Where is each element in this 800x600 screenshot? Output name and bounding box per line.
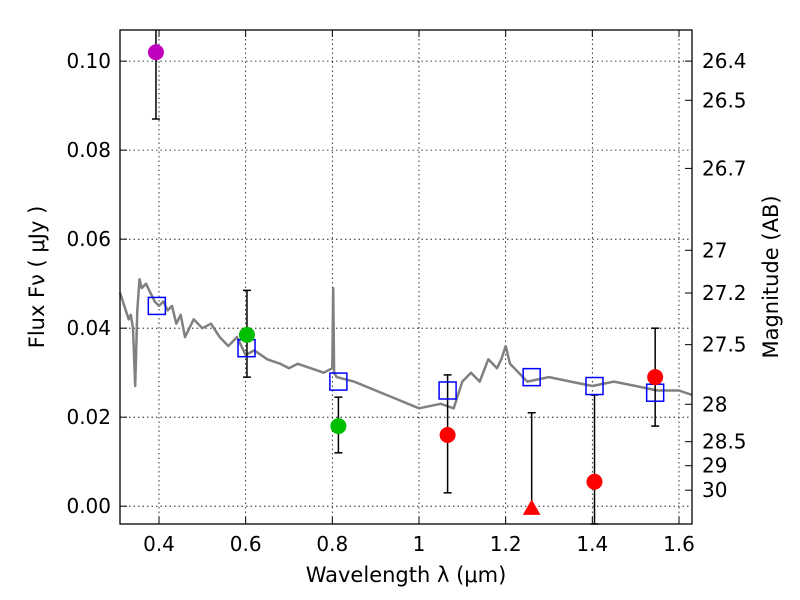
magnitude-tick-label: 27 (702, 238, 727, 262)
model-square-marker (329, 372, 348, 391)
grid (120, 30, 692, 524)
magnitude-tick-label: 30 (702, 478, 727, 502)
x-tick-label: 1.2 (490, 532, 522, 556)
upper-limit-marker (522, 499, 541, 515)
data-markers (147, 44, 665, 515)
data-point-marker (238, 326, 255, 343)
model-layer (118, 277, 693, 410)
x-tick-label: 1 (413, 532, 426, 556)
magnitude-tick-label: 29 (702, 454, 727, 478)
x-tick-label: 0.6 (230, 532, 262, 556)
error-bars (151, 30, 660, 525)
y-tick-label: 0.04 (66, 316, 111, 340)
data-point-marker (647, 369, 664, 386)
tick-marks (120, 30, 692, 524)
y-tick-label: 0.06 (66, 227, 111, 251)
y-axis-label: Flux Fν ( μJy ) (25, 206, 49, 349)
model-square-marker (585, 376, 604, 396)
y-tick-label: 0.00 (66, 494, 111, 518)
x-tick-labels: 0.4 0.6 0.8 1 1.2 1.4 1.6 (143, 532, 695, 556)
plot-frame (119, 29, 693, 525)
y-tick-label: 0.08 (66, 138, 111, 162)
x-tick-label: 1.6 (663, 532, 695, 556)
y-tick-label: 0.10 (66, 49, 111, 73)
model-square-marker (522, 367, 541, 387)
x-axis-label: Wavelength λ (μm) (306, 563, 507, 587)
magnitude-tick-label: 27.2 (702, 281, 747, 305)
x-tick-label: 0.4 (143, 532, 175, 556)
data-point-marker (330, 418, 347, 435)
model-square-marker (438, 381, 457, 400)
magnitude-tick-label: 26.7 (702, 156, 747, 180)
x-tick-label: 0.8 (316, 532, 348, 556)
model-square-marker (147, 296, 167, 316)
model-sed-line (118, 277, 693, 410)
data-point-marker (586, 473, 603, 490)
magnitude-tick-label: 28 (702, 392, 727, 416)
data-point-marker (439, 426, 456, 443)
data-point-marker (147, 44, 164, 61)
magnitude-tick-label: 26.4 (702, 49, 747, 73)
magnitude-tick-label: 26.5 (702, 88, 747, 112)
magnitude-tick-label: 27.5 (702, 333, 747, 357)
x-tick-label: 1.4 (576, 532, 608, 556)
magnitude-axis-label: Magnitude (AB) (759, 195, 783, 358)
magnitude-tick-label: 28.5 (702, 430, 747, 454)
y-tick-labels: 0.00 0.02 0.04 0.06 0.08 0.10 (66, 49, 111, 518)
y-tick-label: 0.02 (66, 405, 111, 429)
